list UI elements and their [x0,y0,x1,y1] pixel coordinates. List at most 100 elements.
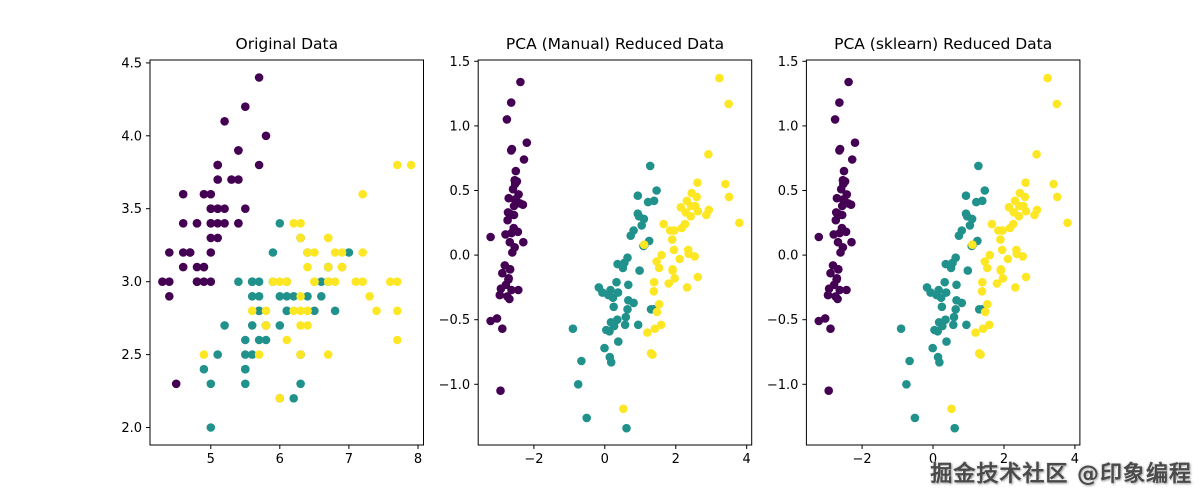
data-point-class-0-purple [486,232,495,242]
data-point-class-0-purple [213,204,222,213]
data-point-class-2-yellow [296,306,305,316]
data-point-class-2-yellow [323,233,333,243]
data-point-class-0-purple [506,98,516,107]
data-point-class-0-purple [206,204,216,213]
data-point-class-2-yellow [998,226,1007,235]
data-point-class-1-teal [247,321,257,330]
data-point-class-1-teal [952,280,961,290]
data-point-class-2-yellow [684,249,693,259]
data-point-class-1-teal [613,259,622,269]
data-point-class-2-yellow [337,262,347,272]
data-point-class-0-purple [505,265,515,274]
data-point-class-0-purple [510,179,520,189]
data-point-class-2-yellow [1021,178,1030,187]
data-point-class-1-teal [303,292,312,301]
y-tick-label: −0.5 [767,313,799,328]
data-point-class-0-purple [234,175,243,184]
data-point-class-2-yellow [657,250,666,260]
data-point-class-1-teal [605,352,615,362]
data-point-class-2-yellow [724,192,734,202]
data-point-class-2-yellow [996,265,1006,274]
data-point-class-1-teal [623,305,632,314]
chart-title-pca-sklearn: PCA (sklearn) Reduced Data [834,35,1052,53]
data-point-class-2-yellow [289,306,299,316]
data-point-class-1-teal [247,277,257,287]
data-point-class-2-yellow [1052,192,1062,202]
data-point-class-1-teal [317,292,326,301]
data-point-class-2-yellow [1012,249,1022,259]
x-tick-label: 4 [743,452,751,467]
data-point-class-0-purple [192,219,202,228]
data-point-class-0-purple [496,386,505,396]
data-point-class-0-purple [503,215,512,225]
data-point-class-1-teal [614,337,623,346]
data-point-class-2-yellow [992,279,1002,288]
y-tick-label: 2.5 [121,348,142,363]
data-point-class-1-teal [933,352,943,362]
data-point-class-1-teal [582,413,591,423]
data-point-class-0-purple [496,284,506,294]
data-point-class-1-teal [957,298,967,308]
x-tick-label: 7 [345,452,353,467]
data-point-class-2-yellow [675,254,684,264]
data-point-class-0-purple [192,277,202,287]
data-point-class-1-teal [261,335,271,345]
data-point-class-1-teal [951,305,960,314]
data-point-class-2-yellow [1004,203,1014,212]
chart-title-pca-manual: PCA (Manual) Reduced Data [506,35,724,53]
data-point-class-0-purple [199,277,209,287]
data-point-class-1-teal [573,380,583,389]
data-point-class-1-teal [344,248,354,257]
data-point-class-1-teal [629,226,638,235]
data-point-class-2-yellow [664,279,673,288]
data-point-class-0-purple [831,215,841,225]
data-point-class-2-yellow [323,277,333,287]
data-point-class-2-yellow [983,299,992,309]
data-point-class-0-purple [199,262,209,272]
data-point-class-2-yellow [721,179,730,189]
data-point-class-2-yellow [667,235,677,244]
data-point-class-1-teal [206,379,216,389]
watermark-text: 掘金技术社区 @印象编程 [930,462,1192,487]
x-tick-label: 2 [1000,452,1008,467]
y-tick-label: 3.5 [121,202,142,217]
data-point-class-1-teal [282,292,292,301]
data-point-class-2-yellow [980,307,990,317]
data-point-class-2-yellow [303,306,312,316]
x-tick-label: 8 [414,452,422,467]
data-point-class-0-purple [165,248,174,257]
data-point-class-1-teal [940,277,949,287]
data-point-class-2-yellow [978,277,987,287]
data-point-class-2-yellow [971,328,980,337]
data-point-class-0-purple [213,160,222,170]
data-point-class-2-yellow [1011,283,1020,292]
data-point-class-0-purple [814,232,824,242]
data-point-class-1-teal [247,350,257,359]
data-point-class-0-purple [241,102,250,111]
data-point-class-1-teal [220,321,229,330]
data-point-class-1-teal [621,312,631,322]
data-point-class-1-teal [613,315,622,325]
data-point-class-1-teal [629,298,638,308]
data-point-class-1-teal [620,320,630,330]
data-point-class-2-yellow [351,277,361,287]
data-point-class-0-purple [506,146,516,155]
data-point-class-2-yellow [358,248,368,257]
data-point-class-1-teal [951,253,960,262]
y-tick-label: −1.0 [767,378,799,393]
data-point-class-2-yellow [656,320,666,330]
y-tick-label: 1.5 [778,55,799,70]
data-point-class-1-teal [622,423,631,433]
data-point-class-2-yellow [296,321,305,330]
data-point-class-0-purple [206,233,216,243]
data-point-class-1-teal [289,394,299,403]
data-point-class-2-yellow [358,277,368,287]
data-point-class-1-teal [268,248,278,257]
y-tick-label: 4.0 [121,129,142,144]
data-point-class-0-purple [213,175,222,184]
data-point-class-0-purple [519,155,529,164]
data-point-class-1-teal [643,197,653,207]
y-tick-label: 1.0 [778,119,799,134]
data-point-class-1-teal [974,161,983,171]
data-point-class-1-teal [949,320,958,330]
